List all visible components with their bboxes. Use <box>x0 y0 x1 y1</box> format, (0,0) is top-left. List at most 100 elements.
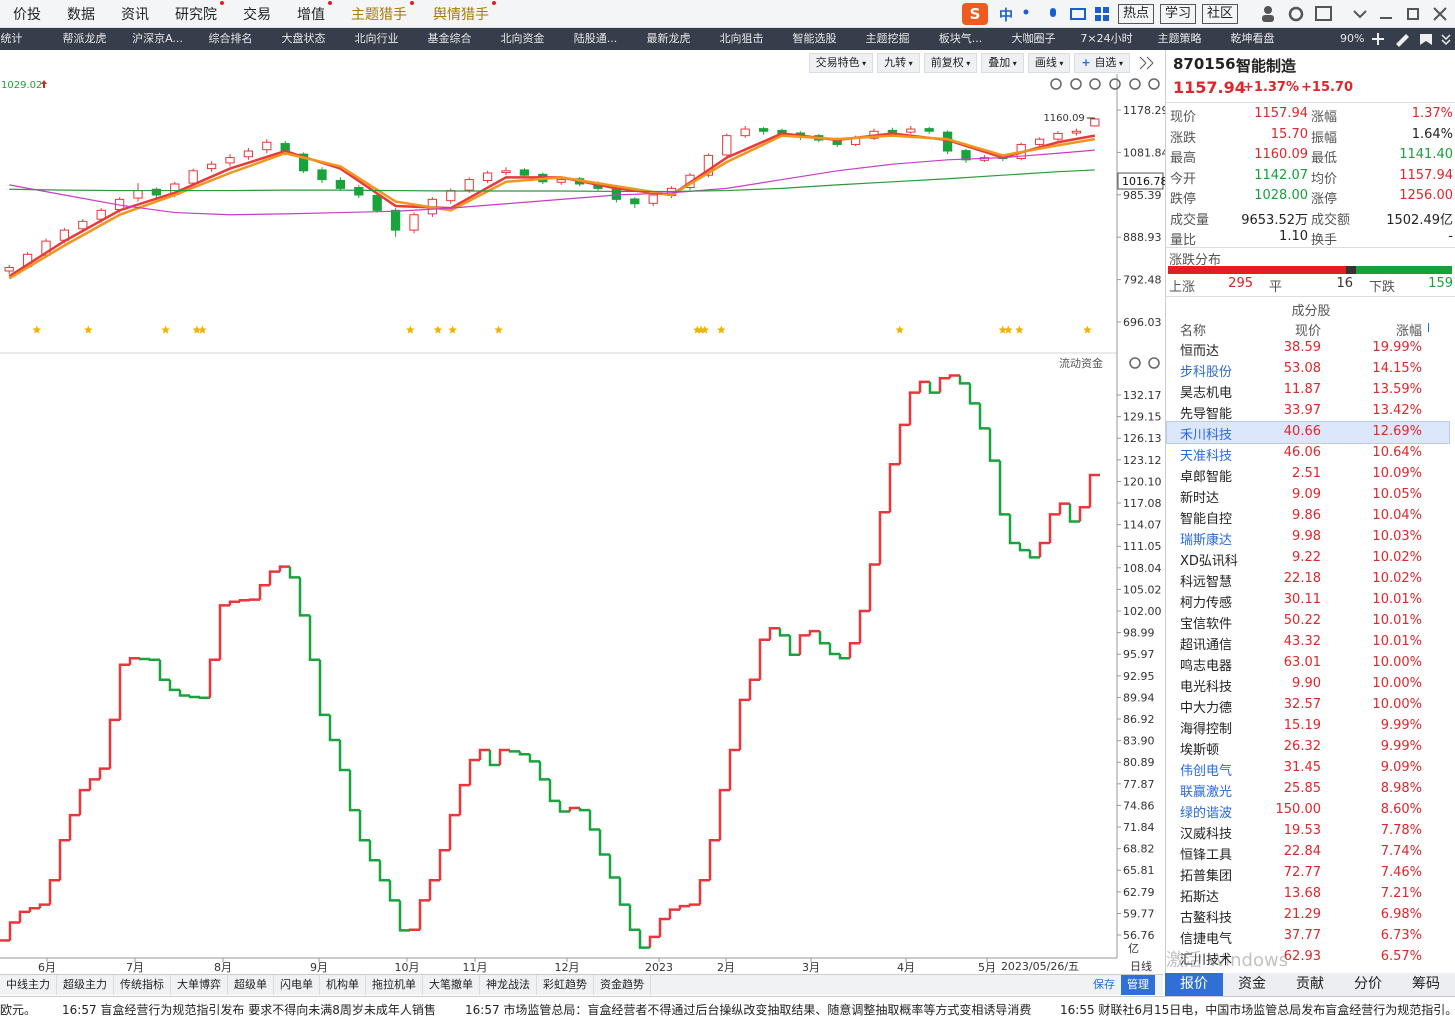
panel-tab[interactable]: 筹码 <box>1412 976 1440 992</box>
indicator-tab[interactable]: 神龙战法 <box>480 975 537 995</box>
layout-icon[interactable] <box>1315 6 1332 21</box>
expand-icon[interactable] <box>1139 56 1147 64</box>
panel-tab[interactable]: 资金 <box>1238 976 1266 992</box>
news-item[interactable]: 16:57 市场监管总局：盲盒经营者不得通过后台操纵改变抽取结果、随意调整抽取概… <box>465 1003 1032 1017</box>
menu-item[interactable]: 研究院 <box>162 0 230 24</box>
constituent-cell[interactable]: 埃斯顿 <box>1180 743 1220 758</box>
indicator-tab[interactable]: 闪电单 <box>274 975 320 995</box>
indicator-tab[interactable]: 传统指标 <box>114 975 171 995</box>
expand-icon[interactable] <box>1146 56 1154 64</box>
pin-icon[interactable] <box>1050 78 1062 90</box>
constituent-cell[interactable]: 拓普集团 <box>1180 869 1233 884</box>
constituent-cell[interactable]: 瑞斯康达 <box>1180 533 1233 548</box>
constituent-cell[interactable]: 中大力德 <box>1180 701 1233 716</box>
grid-icon[interactable] <box>1103 15 1109 21</box>
constituent-cell[interactable]: XD弘讯科 <box>1180 554 1238 569</box>
mic-icon[interactable] <box>1050 8 1056 17</box>
toolbar-item[interactable]: 大咖圈子 <box>1011 32 1056 45</box>
close-icon[interactable] <box>1433 7 1447 21</box>
constituent-cell[interactable]: 汉威科技 <box>1180 827 1233 842</box>
constituent-cell[interactable]: 伟创电气 <box>1180 764 1233 779</box>
constituent-cell[interactable]: 新时达 <box>1180 491 1220 506</box>
indicator-tab[interactable]: 机构单 <box>320 975 366 995</box>
constituent-cell[interactable]: 先导智能 <box>1180 407 1233 422</box>
chart-tool[interactable]: 前复权 <box>923 53 978 73</box>
menu-item[interactable]: 资讯 <box>121 6 149 23</box>
panel-tab[interactable]: 报价 <box>1165 973 1223 996</box>
indicator-tab[interactable]: 中线主力 <box>0 975 57 995</box>
constituent-cell[interactable]: 禾川科技 <box>1180 428 1233 443</box>
close-icon[interactable] <box>1148 78 1160 90</box>
constituent-cell[interactable]: 天准科技 <box>1180 449 1233 464</box>
indicator-tab[interactable]: 大单博弈 <box>171 975 228 995</box>
constituent-cell[interactable]: 汇川技术 <box>1180 953 1233 968</box>
toolbar-item[interactable]: 综合排名 <box>208 32 253 45</box>
indicator-tab[interactable]: 彩虹趋势 <box>537 975 594 995</box>
indicator-tab[interactable]: 大笔撤单 <box>423 975 480 995</box>
constituent-cell[interactable]: 卓郎智能 <box>1180 470 1233 485</box>
menu-button[interactable]: 社区 <box>1202 4 1239 24</box>
grid-icon[interactable] <box>1103 7 1109 13</box>
menu-item[interactable]: 数据 <box>67 6 95 23</box>
constituent-cell[interactable]: 海得控制 <box>1180 722 1233 737</box>
menu-item[interactable]: 主题猎手 <box>338 0 420 24</box>
toolbar-item[interactable]: 乾坤看盘 <box>1230 32 1275 45</box>
grid-icon[interactable] <box>1095 7 1101 13</box>
indicator-action[interactable]: 管理 <box>1121 975 1155 995</box>
zoom-out-icon[interactable] <box>1089 78 1101 90</box>
close-icon[interactable] <box>1148 357 1160 369</box>
indicator-tab[interactable]: 拖拉机单 <box>366 975 423 995</box>
menu-item[interactable]: 交易 <box>243 6 271 23</box>
chart-tool[interactable]: 画线 <box>1027 53 1071 73</box>
menu-item[interactable]: 舆情猎手 <box>420 0 502 24</box>
ime-label[interactable]: 中 <box>999 7 1013 24</box>
chart-tool[interactable]: 交易特色 <box>808 53 874 73</box>
toolbar-item[interactable]: 板块气... <box>938 32 983 45</box>
toolbar-item[interactable]: 智能选股 <box>792 32 837 45</box>
constituent-cell[interactable]: 信捷电气 <box>1180 932 1233 947</box>
constituent-cell[interactable]: 超讯通信 <box>1180 638 1233 653</box>
constituent-cell[interactable]: 鸣志电器 <box>1180 659 1233 674</box>
expand-icon[interactable] <box>1139 62 1147 70</box>
chart-tool[interactable]: 叠加 <box>981 53 1024 73</box>
toolbar-item[interactable]: 统计 <box>0 32 23 45</box>
toolbar-item[interactable]: 最新龙虎 <box>646 32 691 45</box>
collapse-icon[interactable] <box>1353 10 1367 19</box>
toolbar-item[interactable]: 帮派龙虎 <box>62 32 107 45</box>
indicator-tab[interactable]: 超级主力 <box>57 975 114 995</box>
indicator-action[interactable]: 保存 <box>1093 978 1115 991</box>
bookmark-icon[interactable] <box>1420 34 1432 45</box>
toolbar-item[interactable]: 基金综合 <box>427 32 472 45</box>
pen-icon[interactable] <box>1396 34 1409 47</box>
user-icon[interactable] <box>1264 6 1272 14</box>
menu-button[interactable]: 热点 <box>1118 4 1155 24</box>
keyboard-icon[interactable] <box>1070 8 1086 20</box>
news-item[interactable]: 16:55 财联社6月15日电，中国市场监管总局发布盲盒经营行为规范指引。 <box>1060 1003 1455 1017</box>
user-icon[interactable] <box>1262 15 1274 22</box>
news-item[interactable]: 欧元。 <box>0 1003 37 1017</box>
help-icon[interactable] <box>1129 357 1141 369</box>
settings-icon[interactable] <box>1288 6 1304 22</box>
toolbar-item[interactable]: 北向狙击 <box>719 32 764 45</box>
menu-item[interactable]: 价投 <box>13 6 41 23</box>
toolbar-item[interactable]: 主题策略 <box>1157 32 1202 45</box>
panel-tab[interactable]: 分价 <box>1354 976 1382 992</box>
zoom-in-icon[interactable] <box>1070 78 1082 90</box>
toolbar-item[interactable]: 沪深京A... <box>132 32 183 45</box>
constituent-cell[interactable]: 恒锋工具 <box>1180 848 1233 863</box>
restore-icon[interactable] <box>1407 8 1419 20</box>
constituent-cell[interactable]: 恒而达 <box>1180 344 1220 359</box>
menu-button[interactable]: 学习 <box>1160 4 1197 24</box>
toolbar-item[interactable]: 北向行业 <box>354 32 399 45</box>
constituent-cell[interactable]: 联赢激光 <box>1180 785 1233 800</box>
constituent-cell[interactable]: 步科股份 <box>1180 365 1233 380</box>
indicator-tab[interactable]: 超级单 <box>228 975 274 995</box>
constituent-cell[interactable]: 智能自控 <box>1180 512 1233 527</box>
constituent-cell[interactable]: 古鳌科技 <box>1180 911 1233 926</box>
constituent-cell[interactable]: 科远智慧 <box>1180 575 1233 590</box>
help-icon[interactable] <box>1129 78 1141 90</box>
constituent-cell[interactable]: 绿的谐波 <box>1180 806 1233 821</box>
expand-icon[interactable] <box>1146 62 1154 70</box>
plus-icon[interactable] <box>1372 33 1384 45</box>
indicator-tab[interactable]: 资金趋势 <box>594 975 651 995</box>
